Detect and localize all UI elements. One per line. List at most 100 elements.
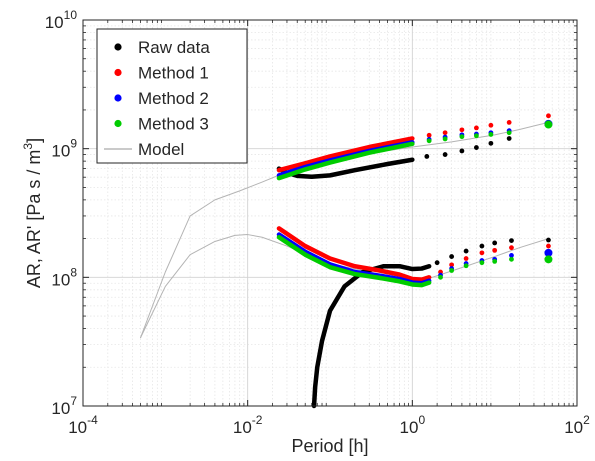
x-tick-label-exp: 0 [418, 413, 425, 427]
series-raw-data [311, 263, 432, 409]
method-3-point [474, 133, 479, 139]
method-1-point [474, 125, 479, 131]
method-1-point [479, 250, 485, 256]
raw-data-point [442, 152, 448, 157]
method-1-point [492, 247, 498, 253]
series-method-1 [438, 243, 551, 275]
raw-data-point [509, 238, 514, 243]
raw-data-point [479, 243, 485, 249]
x-tick-label-base: 10 [68, 418, 87, 437]
y-axis-label-close: ] [24, 138, 44, 143]
legend-label-model: Model [138, 140, 184, 159]
y-tick-label-exp: 8 [70, 265, 77, 279]
method-1-point [509, 245, 514, 251]
method-1-point [546, 243, 551, 249]
y-tick-label-base: 10 [51, 142, 70, 161]
x-tick-label-exp: 2 [583, 413, 590, 427]
method-3-point [438, 274, 443, 280]
series-method-3 [276, 234, 432, 288]
legend-label-method-1: Method 1 [138, 64, 209, 83]
y-axis-label: AR, AR' [Pa s / m3] [21, 138, 44, 288]
method-2-point [544, 248, 553, 257]
legend-label-raw-data: Raw data [138, 38, 210, 57]
method-3-point [544, 255, 553, 264]
series-layer [140, 113, 553, 409]
legend-swatch-method-1 [114, 68, 122, 77]
x-tick-label: 10-2 [233, 413, 263, 437]
x-tick-label-base: 10 [400, 418, 419, 437]
method-3-point [426, 138, 432, 144]
y-tick-label: 1010 [45, 8, 78, 32]
raw-data-point [492, 240, 498, 246]
y-tick-label: 107 [51, 394, 77, 418]
axes-frame [82, 19, 578, 407]
raw-data-curve [311, 263, 432, 409]
y-tick-label-base: 10 [45, 13, 64, 32]
legend: Raw data Method 1 Method 2 Method 3 Model [96, 28, 248, 164]
method-1-curve [276, 136, 415, 173]
legend-swatch-method-2 [114, 94, 122, 102]
method-1-point [459, 127, 465, 133]
method-1-point [426, 132, 432, 138]
raw-data-point [488, 140, 494, 146]
tick-marks [82, 19, 578, 407]
method-1-point [488, 122, 494, 128]
method-3-point [488, 132, 494, 137]
method-1-point [506, 120, 512, 125]
x-tick-label-exp: -4 [87, 413, 98, 427]
method-1-point [463, 256, 469, 261]
method-3-curve [276, 141, 415, 181]
raw-data-point [449, 254, 455, 259]
raw-data-point [463, 248, 469, 254]
series-method-3 [426, 120, 553, 144]
x-tick-label: 102 [564, 413, 590, 437]
y-tick-label: 108 [51, 265, 77, 289]
method-2-point [509, 253, 514, 258]
series-method-1 [276, 226, 432, 282]
x-tick-label: 100 [400, 413, 426, 437]
raw-data-point [474, 145, 479, 150]
raw-data-point [434, 260, 440, 266]
legend-swatch-raw-data [114, 43, 122, 51]
legend-swatch-method-3 [114, 119, 122, 128]
x-tick-label-exp: -2 [252, 413, 263, 427]
y-tick-label: 109 [51, 137, 77, 161]
method-1-point [546, 113, 551, 119]
series-method-1 [426, 113, 551, 138]
series-method-3 [276, 141, 415, 181]
legend-label-method-2: Method 2 [138, 89, 209, 108]
raw-data-point [506, 136, 512, 141]
series-method-1 [276, 136, 415, 173]
y-tick-label-exp: 7 [70, 394, 77, 408]
x-tick-label-base: 10 [233, 418, 252, 437]
x-tick-label: 10-4 [68, 413, 98, 437]
legend-label-method-3: Method 3 [138, 115, 209, 134]
method-3-point [442, 136, 448, 142]
method-3-point [479, 260, 485, 266]
y-tick-label-base: 10 [51, 399, 70, 418]
method-3-point [459, 134, 465, 140]
y-tick-label-exp: 10 [64, 8, 78, 22]
y-tick-label-base: 10 [51, 270, 70, 289]
y-axis-label-sup: 3 [21, 143, 35, 150]
y-tick-label-exp: 9 [70, 137, 77, 151]
raw-data-point [546, 237, 551, 243]
x-axis-label: Period [h] [291, 436, 368, 456]
y-axis-label-main: AR, AR' [Pa s / m [24, 150, 44, 288]
raw-data-point [424, 154, 430, 159]
x-tick-labels: 10-4 10-2 100 102 [68, 413, 590, 437]
method-3-point [509, 256, 514, 262]
x-tick-label-base: 10 [564, 418, 583, 437]
method-3-point [463, 263, 469, 269]
method-3-point [544, 120, 553, 129]
method-1-curve [276, 226, 432, 282]
method-3-point [449, 268, 455, 273]
method-3-point [492, 259, 498, 264]
series-raw-data [434, 237, 551, 266]
method-3-curve [276, 234, 432, 288]
raw-data-point [459, 148, 465, 154]
series-method-3 [438, 255, 553, 280]
legend-box [96, 28, 248, 164]
method-1-point [442, 130, 448, 136]
